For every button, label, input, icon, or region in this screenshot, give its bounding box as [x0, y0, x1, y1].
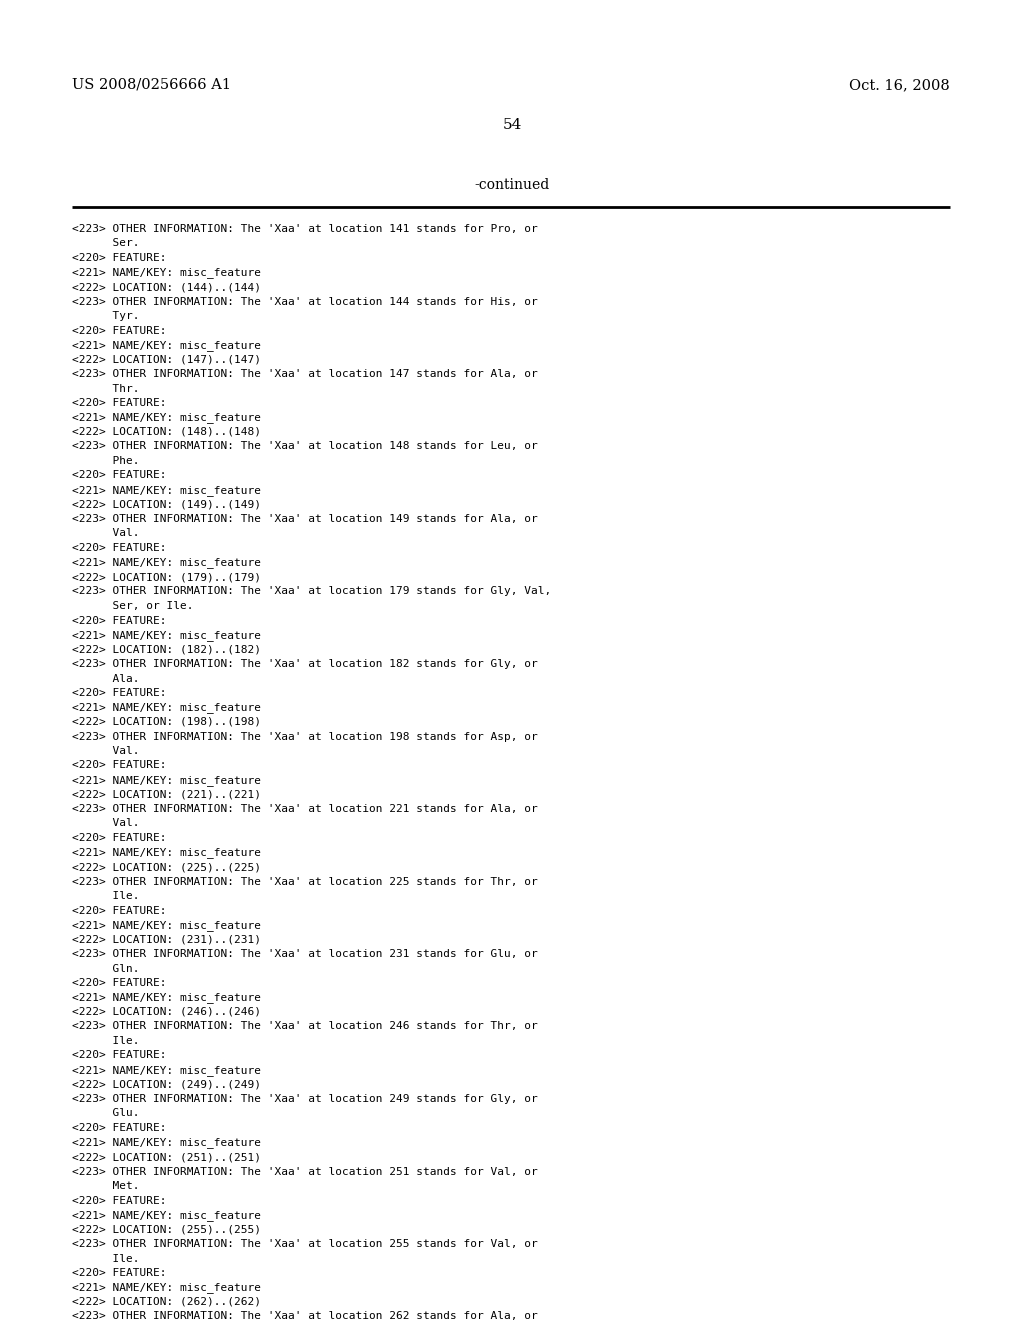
Text: <221> NAME/KEY: misc_feature: <221> NAME/KEY: misc_feature: [72, 1210, 261, 1221]
Text: <223> OTHER INFORMATION: The 'Xaa' at location 225 stands for Thr, or: <223> OTHER INFORMATION: The 'Xaa' at lo…: [72, 876, 538, 887]
Text: <223> OTHER INFORMATION: The 'Xaa' at location 148 stands for Leu, or: <223> OTHER INFORMATION: The 'Xaa' at lo…: [72, 441, 538, 451]
Text: Ser, or Ile.: Ser, or Ile.: [72, 601, 194, 611]
Text: <221> NAME/KEY: misc_feature: <221> NAME/KEY: misc_feature: [72, 1065, 261, 1076]
Text: <221> NAME/KEY: misc_feature: <221> NAME/KEY: misc_feature: [72, 702, 261, 713]
Text: <223> OTHER INFORMATION: The 'Xaa' at location 182 stands for Gly, or: <223> OTHER INFORMATION: The 'Xaa' at lo…: [72, 659, 538, 669]
Text: <223> OTHER INFORMATION: The 'Xaa' at location 231 stands for Glu, or: <223> OTHER INFORMATION: The 'Xaa' at lo…: [72, 949, 538, 960]
Text: <222> LOCATION: (148)..(148): <222> LOCATION: (148)..(148): [72, 426, 261, 437]
Text: Phe.: Phe.: [72, 455, 139, 466]
Text: <220> FEATURE:: <220> FEATURE:: [72, 253, 167, 263]
Text: Gln.: Gln.: [72, 964, 139, 974]
Text: 54: 54: [503, 117, 521, 132]
Text: <223> OTHER INFORMATION: The 'Xaa' at location 262 stands for Ala, or: <223> OTHER INFORMATION: The 'Xaa' at lo…: [72, 1312, 538, 1320]
Text: <223> OTHER INFORMATION: The 'Xaa' at location 149 stands for Ala, or: <223> OTHER INFORMATION: The 'Xaa' at lo…: [72, 513, 538, 524]
Text: <221> NAME/KEY: misc_feature: <221> NAME/KEY: misc_feature: [72, 484, 261, 496]
Text: US 2008/0256666 A1: US 2008/0256666 A1: [72, 78, 231, 92]
Text: <220> FEATURE:: <220> FEATURE:: [72, 1269, 167, 1278]
Text: <221> NAME/KEY: misc_feature: <221> NAME/KEY: misc_feature: [72, 630, 261, 642]
Text: Tyr.: Tyr.: [72, 312, 139, 321]
Text: Val.: Val.: [72, 746, 139, 756]
Text: <220> FEATURE:: <220> FEATURE:: [72, 399, 167, 408]
Text: Glu.: Glu.: [72, 1109, 139, 1118]
Text: <222> LOCATION: (262)..(262): <222> LOCATION: (262)..(262): [72, 1298, 261, 1307]
Text: <220> FEATURE:: <220> FEATURE:: [72, 978, 167, 987]
Text: <223> OTHER INFORMATION: The 'Xaa' at location 221 stands for Ala, or: <223> OTHER INFORMATION: The 'Xaa' at lo…: [72, 804, 538, 814]
Text: <223> OTHER INFORMATION: The 'Xaa' at location 246 stands for Thr, or: <223> OTHER INFORMATION: The 'Xaa' at lo…: [72, 1022, 538, 1031]
Text: <220> FEATURE:: <220> FEATURE:: [72, 470, 167, 480]
Text: <223> OTHER INFORMATION: The 'Xaa' at location 255 stands for Val, or: <223> OTHER INFORMATION: The 'Xaa' at lo…: [72, 1239, 538, 1249]
Text: <222> LOCATION: (251)..(251): <222> LOCATION: (251)..(251): [72, 1152, 261, 1162]
Text: <220> FEATURE:: <220> FEATURE:: [72, 833, 167, 843]
Text: Val.: Val.: [72, 818, 139, 829]
Text: <221> NAME/KEY: misc_feature: <221> NAME/KEY: misc_feature: [72, 920, 261, 931]
Text: -continued: -continued: [474, 178, 550, 191]
Text: <220> FEATURE:: <220> FEATURE:: [72, 906, 167, 916]
Text: <223> OTHER INFORMATION: The 'Xaa' at location 147 stands for Ala, or: <223> OTHER INFORMATION: The 'Xaa' at lo…: [72, 370, 538, 379]
Text: Oct. 16, 2008: Oct. 16, 2008: [849, 78, 950, 92]
Text: <220> FEATURE:: <220> FEATURE:: [72, 615, 167, 626]
Text: <220> FEATURE:: <220> FEATURE:: [72, 326, 167, 335]
Text: Thr.: Thr.: [72, 384, 139, 393]
Text: <220> FEATURE:: <220> FEATURE:: [72, 543, 167, 553]
Text: <221> NAME/KEY: misc_feature: <221> NAME/KEY: misc_feature: [72, 268, 261, 279]
Text: <221> NAME/KEY: misc_feature: <221> NAME/KEY: misc_feature: [72, 993, 261, 1003]
Text: <222> LOCATION: (221)..(221): <222> LOCATION: (221)..(221): [72, 789, 261, 800]
Text: <221> NAME/KEY: misc_feature: <221> NAME/KEY: misc_feature: [72, 847, 261, 858]
Text: <221> NAME/KEY: misc_feature: <221> NAME/KEY: misc_feature: [72, 1283, 261, 1294]
Text: <221> NAME/KEY: misc_feature: <221> NAME/KEY: misc_feature: [72, 1138, 261, 1148]
Text: Met.: Met.: [72, 1181, 139, 1191]
Text: Ala.: Ala.: [72, 673, 139, 684]
Text: <223> OTHER INFORMATION: The 'Xaa' at location 179 stands for Gly, Val,: <223> OTHER INFORMATION: The 'Xaa' at lo…: [72, 586, 551, 597]
Text: <223> OTHER INFORMATION: The 'Xaa' at location 249 stands for Gly, or: <223> OTHER INFORMATION: The 'Xaa' at lo…: [72, 1094, 538, 1104]
Text: Ser.: Ser.: [72, 239, 139, 248]
Text: Val.: Val.: [72, 528, 139, 539]
Text: <222> LOCATION: (249)..(249): <222> LOCATION: (249)..(249): [72, 1080, 261, 1089]
Text: <220> FEATURE:: <220> FEATURE:: [72, 760, 167, 771]
Text: <223> OTHER INFORMATION: The 'Xaa' at location 141 stands for Pro, or: <223> OTHER INFORMATION: The 'Xaa' at lo…: [72, 224, 538, 234]
Text: <222> LOCATION: (149)..(149): <222> LOCATION: (149)..(149): [72, 499, 261, 510]
Text: <220> FEATURE:: <220> FEATURE:: [72, 688, 167, 698]
Text: <222> LOCATION: (225)..(225): <222> LOCATION: (225)..(225): [72, 862, 261, 873]
Text: <222> LOCATION: (147)..(147): <222> LOCATION: (147)..(147): [72, 355, 261, 364]
Text: <222> LOCATION: (179)..(179): <222> LOCATION: (179)..(179): [72, 572, 261, 582]
Text: <223> OTHER INFORMATION: The 'Xaa' at location 198 stands for Asp, or: <223> OTHER INFORMATION: The 'Xaa' at lo…: [72, 731, 538, 742]
Text: <222> LOCATION: (246)..(246): <222> LOCATION: (246)..(246): [72, 1007, 261, 1016]
Text: Ile.: Ile.: [72, 1254, 139, 1263]
Text: <223> OTHER INFORMATION: The 'Xaa' at location 144 stands for His, or: <223> OTHER INFORMATION: The 'Xaa' at lo…: [72, 297, 538, 306]
Text: <222> LOCATION: (231)..(231): <222> LOCATION: (231)..(231): [72, 935, 261, 945]
Text: <220> FEATURE:: <220> FEATURE:: [72, 1123, 167, 1133]
Text: <223> OTHER INFORMATION: The 'Xaa' at location 251 stands for Val, or: <223> OTHER INFORMATION: The 'Xaa' at lo…: [72, 1167, 538, 1176]
Text: <221> NAME/KEY: misc_feature: <221> NAME/KEY: misc_feature: [72, 775, 261, 785]
Text: <222> LOCATION: (144)..(144): <222> LOCATION: (144)..(144): [72, 282, 261, 292]
Text: <221> NAME/KEY: misc_feature: <221> NAME/KEY: misc_feature: [72, 341, 261, 351]
Text: <221> NAME/KEY: misc_feature: <221> NAME/KEY: misc_feature: [72, 412, 261, 424]
Text: <221> NAME/KEY: misc_feature: <221> NAME/KEY: misc_feature: [72, 557, 261, 569]
Text: Ile.: Ile.: [72, 891, 139, 902]
Text: <222> LOCATION: (255)..(255): <222> LOCATION: (255)..(255): [72, 1225, 261, 1234]
Text: <222> LOCATION: (198)..(198): <222> LOCATION: (198)..(198): [72, 717, 261, 727]
Text: <220> FEATURE:: <220> FEATURE:: [72, 1196, 167, 1205]
Text: Ile.: Ile.: [72, 1036, 139, 1045]
Text: <220> FEATURE:: <220> FEATURE:: [72, 1051, 167, 1060]
Text: <222> LOCATION: (182)..(182): <222> LOCATION: (182)..(182): [72, 644, 261, 655]
